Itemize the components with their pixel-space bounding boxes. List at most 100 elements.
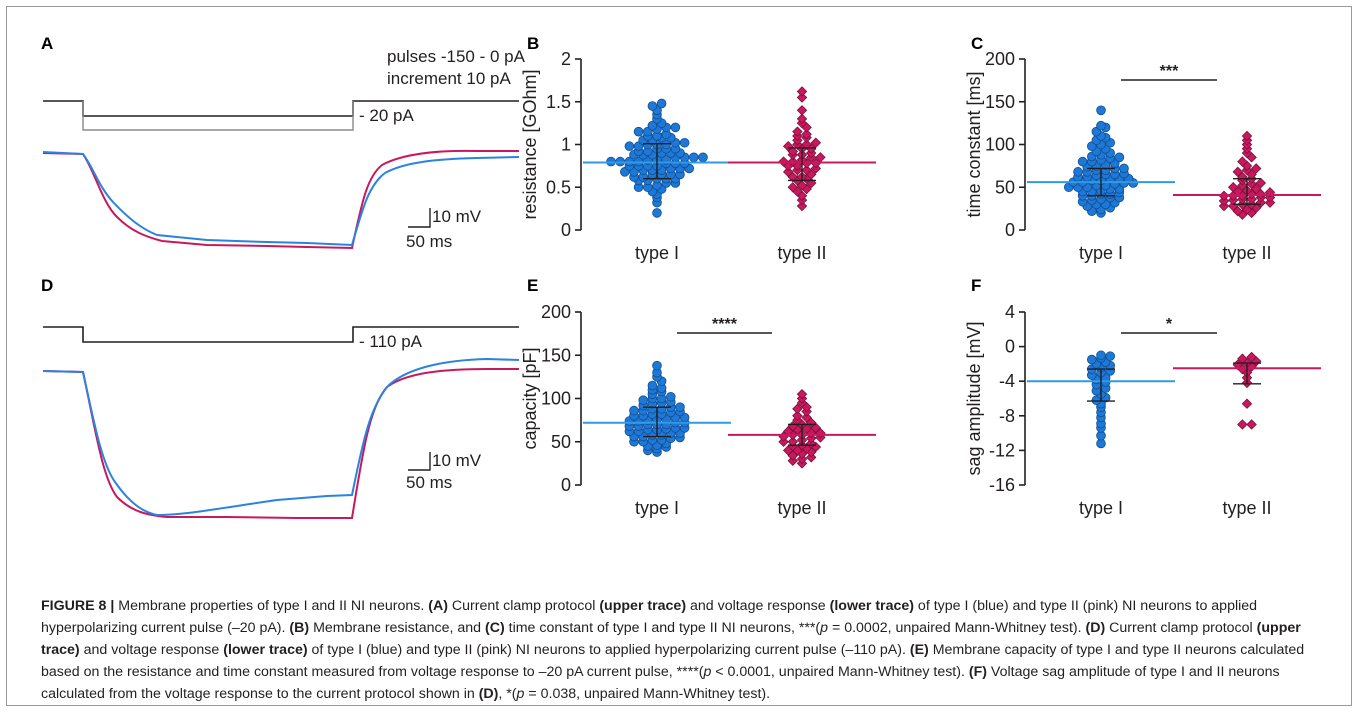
data-point-type-i: [647, 101, 658, 111]
caption-text: Membrane capacity of type I and type II …: [41, 642, 1305, 680]
data-point-type-ii: [1237, 419, 1248, 430]
data-point-type-i: [624, 141, 635, 152]
data-point-type-ii: [1241, 398, 1253, 409]
voltage-trace-type-i-d: [42, 357, 520, 517]
data-point-type-ii: [796, 200, 808, 212]
x-category-label: type II: [1222, 243, 1271, 263]
caption-ref-d: (D): [1085, 620, 1106, 636]
y-tick-label: 200: [541, 302, 571, 322]
scale-voltage-d: 10 mV: [432, 451, 482, 470]
scale-bar-d: [408, 452, 431, 471]
data-point-type-i: [698, 152, 708, 163]
data-point-type-ii: [1255, 177, 1267, 189]
caption-ref-c: (C): [484, 620, 505, 636]
x-category-label: type I: [1079, 498, 1123, 518]
panel-d: D - 110 pA 10 mV 50 ms: [41, 276, 520, 519]
data-point-type-ii: [1246, 419, 1257, 430]
caption-text: Voltage sag amplitude of type I and II n…: [41, 664, 1280, 702]
data-point-type-ii: [792, 126, 803, 137]
caption-upper-trace: (upper trace): [41, 620, 1301, 658]
x-category-label: type II: [1222, 498, 1271, 518]
data-point-type-i: [665, 391, 676, 402]
figure-caption: FIGURE 8 | Membrane properties of type I…: [41, 595, 1331, 705]
caption-lower-trace: (lower trace): [223, 642, 308, 658]
protocol-line-2: increment 10 pA: [387, 69, 511, 88]
data-point-type-i: [1077, 156, 1088, 167]
chart-panel-e: E 0 50 100 150 200 capacity [pF] type I type II…: [520, 276, 876, 518]
caption-text: , *(: [498, 686, 517, 702]
y-tick-label: 150: [985, 92, 1015, 112]
voltage-trace-type-ii-d: [42, 368, 519, 519]
caption-text: and voltage response: [79, 642, 224, 658]
protocol-line-1: pulses -150 - 0 pA: [387, 47, 526, 66]
y-tick-label: -4: [999, 371, 1015, 391]
significance-stars: *: [1166, 316, 1173, 333]
data-point-type-i: [638, 395, 648, 406]
data-point-type-ii: [810, 137, 822, 149]
data-point-type-i: [688, 152, 699, 163]
data-point-type-ii: [1232, 166, 1244, 178]
data-point-type-i: [1105, 351, 1115, 361]
y-tick-label: -16: [989, 475, 1015, 495]
y-axis-title: resistance [GOhm]: [520, 69, 540, 219]
caption-text: of type I (blue) and type II (pink) NI n…: [307, 642, 910, 658]
data-point-type-i: [1114, 152, 1125, 163]
caption-ref-e: (E): [909, 642, 929, 658]
data-point-type-i: [1073, 167, 1083, 177]
significance-stars: ****: [712, 316, 738, 333]
data-point-type-ii: [792, 410, 803, 422]
panel-d-label: D: [41, 276, 53, 295]
y-tick-label: 0: [1005, 220, 1015, 240]
panel-e-label: E: [527, 276, 538, 295]
x-category-label: type I: [635, 498, 679, 518]
scale-time-a: 50 ms: [406, 232, 452, 251]
data-point-type-i: [647, 380, 658, 391]
caption-figure-number: FIGURE 8 |: [41, 598, 115, 614]
data-point-type-ii: [1237, 353, 1248, 364]
caption-text: < 0.0001, unpaired Mann-Whitney test).: [711, 664, 969, 680]
data-point-type-ii: [787, 182, 799, 193]
y-tick-label: 50: [551, 432, 571, 452]
caption-ref-b: (B): [289, 620, 310, 636]
current-protocol-trace-a: [43, 100, 519, 117]
data-point-type-ii: [796, 388, 808, 400]
panel-a-label: A: [41, 34, 53, 53]
x-category-label: type II: [777, 243, 826, 263]
caption-ref-d: (D): [478, 686, 499, 702]
caption-text: = 0.038, unpaired Mann-Whitney test).: [524, 686, 771, 702]
scale-bar-a: [408, 208, 431, 228]
data-point-type-i: [1096, 350, 1106, 361]
data-point-type-i: [1119, 163, 1129, 174]
current-protocol-trace-d: [43, 326, 519, 343]
data-point-type-i: [670, 122, 681, 133]
data-point-type-ii: [1227, 182, 1239, 193]
caption-ref-f: (F): [968, 664, 987, 680]
panel-c-label: C: [971, 34, 983, 53]
data-point-type-i: [629, 405, 639, 416]
panel-a: A pulses -150 - 0 pA increment 10 pA - 2…: [41, 34, 526, 251]
y-axis-title: sag amplitude [mV]: [964, 321, 984, 475]
y-tick-label: -8: [999, 406, 1015, 426]
scale-voltage-a: 10 mV: [432, 207, 482, 226]
figure-frame: A pulses -150 - 0 pA increment 10 pA - 2…: [6, 6, 1352, 706]
caption-text: and voltage response: [686, 598, 830, 614]
y-axis-title: time constant [ms]: [964, 71, 984, 217]
current-protocol-envelope-a: [82, 101, 354, 131]
data-point-type-ii: [1237, 156, 1248, 167]
caption-p: p: [516, 686, 525, 702]
data-point-type-i: [1096, 120, 1106, 131]
data-point-type-ii: [1250, 163, 1262, 174]
caption-text: of type I (blue) and type II (pink) NI n…: [41, 598, 1258, 636]
caption-text: Current clamp protocol: [447, 598, 600, 614]
y-tick-label: 2: [561, 49, 571, 69]
y-tick-label: 50: [995, 177, 1015, 197]
panel-b-label: B: [527, 34, 539, 53]
caption-lower-trace: (lower trace): [829, 598, 914, 614]
data-point-type-ii: [801, 164, 812, 176]
caption-text: Membrane resistance, and: [309, 620, 485, 636]
y-tick-label: 0.5: [546, 177, 571, 197]
y-tick-label: 0: [1005, 337, 1015, 357]
scale-time-d: 50 ms: [406, 473, 452, 492]
x-category-label: type II: [777, 498, 826, 518]
